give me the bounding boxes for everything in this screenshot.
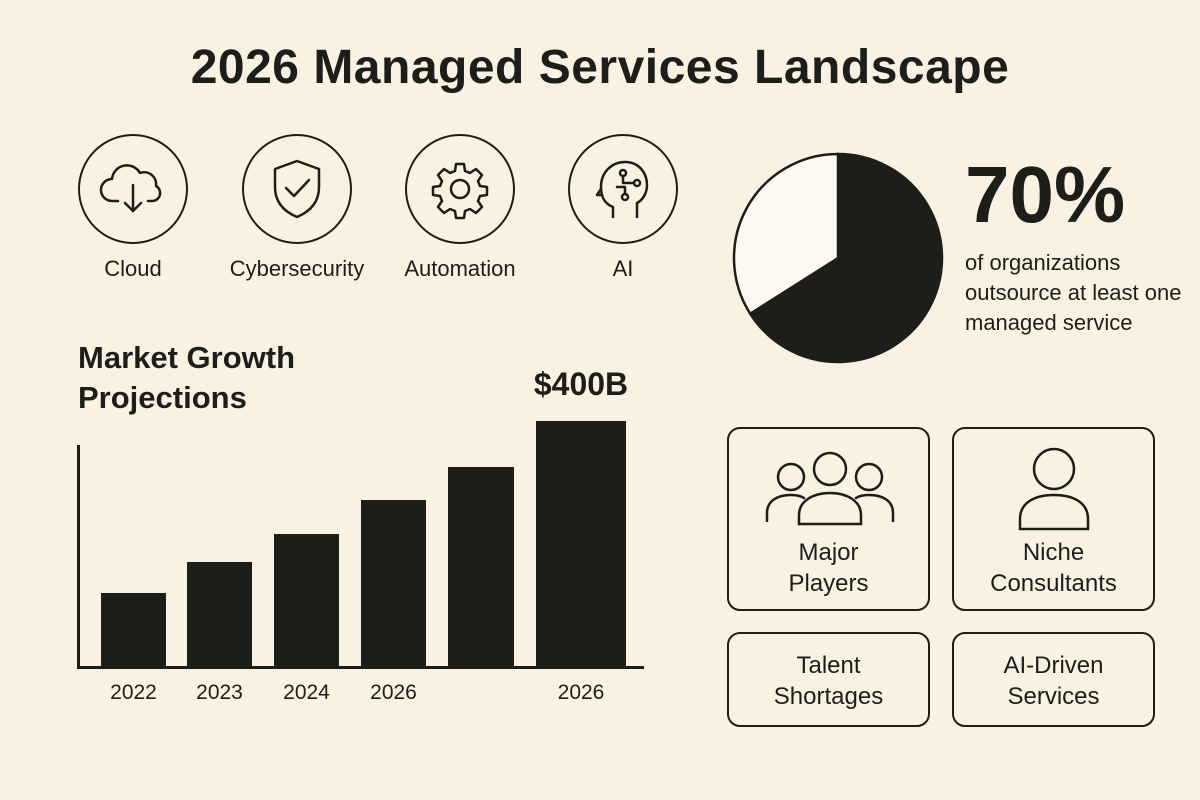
box-niche-consultants: Niche Consultants — [952, 427, 1155, 611]
gear-icon — [405, 134, 515, 244]
bar-data-label: $400B — [533, 366, 629, 402]
pie-slice-1 — [732, 152, 840, 316]
ai-head-icon — [568, 134, 678, 244]
box-label-line2: Shortages — [773, 683, 884, 710]
box-label-line2: Services — [1007, 683, 1100, 710]
stat-description: of organizations outsource at least one … — [965, 250, 1182, 335]
pie-slice-0 — [748, 152, 944, 364]
bar-4 — [448, 467, 514, 667]
category-label-ai: AI — [612, 256, 634, 281]
stat-value: 70% — [965, 150, 1126, 239]
shield-check-icon — [242, 134, 352, 244]
box-label-line2: Players — [788, 570, 869, 597]
bar-5 — [536, 421, 626, 667]
x-axis-line — [77, 666, 644, 669]
x-tick-label: 2022 — [110, 681, 157, 704]
chart-title: Market Growth Projections — [78, 340, 296, 415]
category-label-automation: Automation — [404, 256, 516, 281]
person-icon — [1018, 447, 1090, 531]
box-major-players: Major Players — [727, 427, 930, 611]
x-tick-label: 2024 — [283, 681, 330, 704]
group-people-icon — [765, 451, 895, 526]
box-talent-shortages: Talent Shortages — [727, 632, 930, 727]
box-ai-driven-services: AI-Driven Services — [952, 632, 1155, 727]
bar-1 — [187, 562, 252, 667]
x-tick-label: 2023 — [196, 681, 243, 704]
x-tick-label: 2026 — [370, 681, 417, 704]
box-label-line1: Major — [798, 539, 859, 566]
bar-0 — [101, 593, 166, 667]
cloud-download-icon — [78, 134, 188, 244]
box-label-line1: AI-Driven — [1003, 652, 1104, 679]
y-axis-line — [77, 445, 80, 669]
bar-3 — [361, 500, 426, 667]
box-label-line2: Consultants — [990, 570, 1117, 597]
bar-2 — [274, 534, 339, 667]
box-label-line1: Niche — [1022, 539, 1085, 566]
box-label-line1: Talent — [796, 652, 861, 679]
page-title: 2026 Managed Services Landscape — [190, 41, 1010, 94]
x-tick-label: 2026 — [557, 681, 605, 704]
category-label-cloud: Cloud — [104, 256, 162, 281]
pie-chart — [732, 152, 944, 364]
category-label-cybersecurity: Cybersecurity — [229, 256, 365, 281]
